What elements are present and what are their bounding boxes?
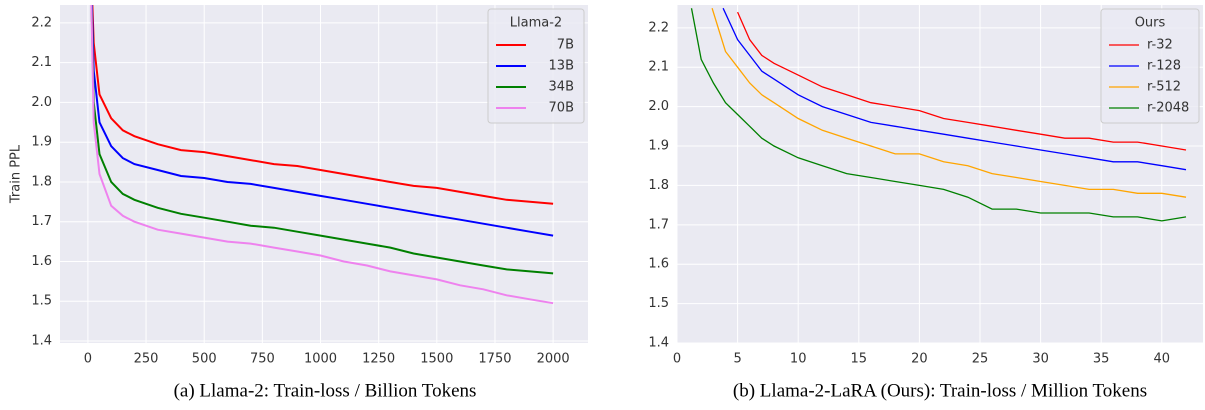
x-tick-label: 250 — [134, 352, 159, 367]
x-tick-label: 25 — [972, 352, 989, 367]
plot-lines — [90, 5, 554, 305]
x-tick-label: 1750 — [478, 352, 511, 367]
y-tick-label: 1.6 — [648, 257, 669, 272]
y-tick-label: 2.2 — [31, 15, 52, 30]
y-axis-label: Train PPL — [9, 144, 24, 204]
legend-title: Llama-2 — [510, 16, 562, 31]
series-line — [711, 8, 1187, 198]
caption: (b) Llama-2-LaRA (Ours): Train-loss / Mi… — [733, 380, 1147, 401]
y-tick-label: 1.8 — [648, 178, 669, 193]
plot-lines — [690, 7, 1187, 222]
legend-title: Ours — [1135, 16, 1166, 31]
series-line — [737, 11, 1187, 151]
x-tick-label: 40 — [1154, 352, 1171, 367]
x-tick-label: 30 — [1032, 352, 1049, 367]
y-tick-label: 1.5 — [31, 294, 52, 309]
y-tick-label: 1.8 — [31, 174, 52, 189]
legend-box — [487, 8, 585, 124]
legend-box — [1100, 8, 1200, 124]
legend-label: 13B — [549, 59, 574, 74]
y-tick-label: 1.9 — [31, 135, 52, 150]
legend-label: r-32 — [1147, 38, 1173, 53]
series-line — [722, 7, 1187, 171]
x-tick-label: 1250 — [362, 352, 395, 367]
legend-label: r-2048 — [1147, 101, 1189, 116]
series-line — [690, 8, 1187, 222]
x-tick-label: 500 — [192, 352, 217, 367]
legend-label: 70B — [549, 101, 574, 116]
y-tick-label: 1.6 — [31, 254, 52, 269]
y-tick-label: 2.1 — [648, 60, 669, 75]
y-tick-label: 1.9 — [648, 139, 669, 154]
legend-label: 34B — [549, 80, 574, 95]
x-tick-label: 750 — [250, 352, 275, 367]
y-tick-label: 1.4 — [31, 334, 52, 349]
y-tick-label: 1.4 — [648, 336, 669, 351]
x-tick-label: 5 — [733, 352, 741, 367]
legend-label: r-512 — [1147, 80, 1181, 95]
y-tick-label: 2.1 — [31, 55, 52, 70]
series-line — [90, 5, 554, 305]
x-tick-label: 20 — [911, 352, 928, 367]
y-tick-label: 1.7 — [648, 217, 669, 232]
series-line — [91, 5, 554, 205]
x-tick-label: 0 — [84, 352, 92, 367]
legend-label: 7B — [557, 38, 574, 53]
x-tick-label: 15 — [851, 352, 868, 367]
x-tick-label: 1500 — [420, 352, 453, 367]
y-tick-label: 1.7 — [31, 214, 52, 229]
x-tick-label: 35 — [1093, 352, 1110, 367]
y-tick-label: 2.0 — [648, 99, 669, 114]
legend-label: r-128 — [1147, 59, 1181, 74]
series-line — [90, 5, 554, 275]
y-tick-label: 1.5 — [648, 296, 669, 311]
x-tick-label: 2000 — [537, 352, 570, 367]
y-tick-label: 2.2 — [648, 20, 669, 35]
x-tick-label: 10 — [790, 352, 807, 367]
x-tick-label: 1000 — [304, 352, 337, 367]
x-tick-label: 0 — [673, 352, 681, 367]
caption: (a) Llama-2: Train-loss / Billion Tokens — [174, 380, 477, 401]
series-line — [90, 5, 554, 237]
y-tick-label: 2.0 — [31, 95, 52, 110]
